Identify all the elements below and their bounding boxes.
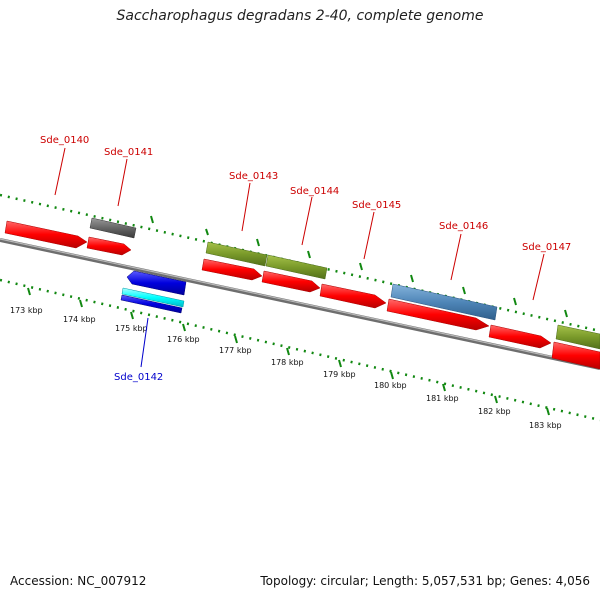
lower-major-tick xyxy=(442,383,446,392)
kbp-label: 176 kbp xyxy=(167,335,200,344)
kbp-label: 179 kbp xyxy=(323,370,356,379)
upper-tick-track xyxy=(0,193,600,333)
topology-text: Topology: circular; Length: 5,057,531 bp… xyxy=(260,574,590,588)
lower-major-tick xyxy=(27,287,31,296)
kbp-label: 181 kbp xyxy=(426,394,459,403)
gene-label-sde-0143: Sde_0143 xyxy=(229,171,278,182)
upper-major-tick xyxy=(564,309,568,318)
leader-sde-0141 xyxy=(117,158,128,207)
leader-sde-0144 xyxy=(301,196,313,246)
leader-sde-0147 xyxy=(532,253,545,301)
gene-label-sde-0140: Sde_0140 xyxy=(40,135,89,146)
cds-arrow-sde-0147 xyxy=(488,324,552,349)
lower-major-tick xyxy=(79,299,83,308)
blue-feature-bar xyxy=(120,294,183,314)
olive-bar-sde-0147-next xyxy=(555,324,600,350)
kbp-label: 173 kbp xyxy=(10,306,43,315)
cds-arrow-sde-0141 xyxy=(86,236,132,256)
kbp-label: 182 kbp xyxy=(478,407,511,416)
gene-label-sde-0146: Sde_0146 xyxy=(439,221,488,232)
kbp-label: 174 kbp xyxy=(63,315,96,324)
kbp-label: 177 kbp xyxy=(219,346,252,355)
pseudogene-bar-sde-0141 xyxy=(89,217,137,239)
cyan-feature-bar xyxy=(121,287,185,308)
lower-major-tick xyxy=(494,395,498,404)
cds-arrow-sde-0140 xyxy=(4,220,88,249)
upper-major-tick xyxy=(205,228,209,236)
leader-sde-0146 xyxy=(450,233,462,281)
lower-major-tick xyxy=(546,407,550,416)
kbp-scale-labels: 173 kbp 174 kbp 175 kbp 176 kbp 177 kbp … xyxy=(10,306,562,430)
leader-sde-0143 xyxy=(241,182,251,232)
gene-label-sde-0145: Sde_0145 xyxy=(352,200,401,211)
upper-major-tick xyxy=(307,250,311,259)
genome-title: Saccharophagus degradans 2-40, complete … xyxy=(116,8,484,24)
forward-cds-features xyxy=(4,220,600,370)
lower-major-tick xyxy=(338,359,342,368)
reverse-features-sde-0142 xyxy=(120,270,187,314)
lower-major-tick xyxy=(286,347,290,356)
gene-label-sde-0142: Sde_0142 xyxy=(114,372,163,383)
upper-major-tick xyxy=(513,297,517,306)
upper-major-tick xyxy=(359,262,363,271)
upper-major-tick xyxy=(256,238,260,247)
olive-bar-sde-0143 xyxy=(205,241,268,267)
cds-arrow-sde-0146 xyxy=(386,298,490,331)
kbp-label: 180 kbp xyxy=(374,381,407,390)
sequence-backbone xyxy=(0,238,600,370)
olive-bar-sde-0144 xyxy=(265,254,328,280)
lower-major-tick xyxy=(234,335,238,344)
lower-major-tick xyxy=(390,371,394,380)
gene-label-sde-0144: Sde_0144 xyxy=(290,186,339,197)
cds-arrow-sde-0145 xyxy=(319,283,387,309)
label-leaders xyxy=(54,147,545,368)
leader-sde-0142 xyxy=(140,317,149,368)
kbp-label: 183 kbp xyxy=(529,421,562,430)
upper-major-tick xyxy=(150,215,154,224)
kbp-label: 175 kbp xyxy=(115,324,148,333)
lower-tick-track xyxy=(0,278,600,422)
lower-major-tick xyxy=(130,311,134,320)
upper-feature-bars xyxy=(89,217,600,350)
steel-blue-bar-sde-0146 xyxy=(390,283,498,321)
lower-major-tick xyxy=(182,323,186,332)
gene-label-sde-0141: Sde_0141 xyxy=(104,147,153,158)
cds-arrow-sde-0144 xyxy=(261,270,321,293)
leader-sde-0140 xyxy=(54,147,66,196)
kbp-label: 178 kbp xyxy=(271,358,304,367)
reverse-cds-arrow-sde-0142 xyxy=(126,270,187,296)
gene-label-sde-0147: Sde_0147 xyxy=(522,242,571,253)
gene-labels: Sde_0140 Sde_0141 Sde_0142 Sde_0143 Sde_… xyxy=(40,135,571,383)
cds-arrow-next xyxy=(551,341,600,370)
cds-arrow-sde-0143 xyxy=(201,258,263,281)
upper-major-tick xyxy=(410,274,414,283)
leader-sde-0145 xyxy=(363,211,375,260)
accession-text: Accession: NC_007912 xyxy=(10,574,147,588)
upper-major-tick xyxy=(462,286,466,295)
